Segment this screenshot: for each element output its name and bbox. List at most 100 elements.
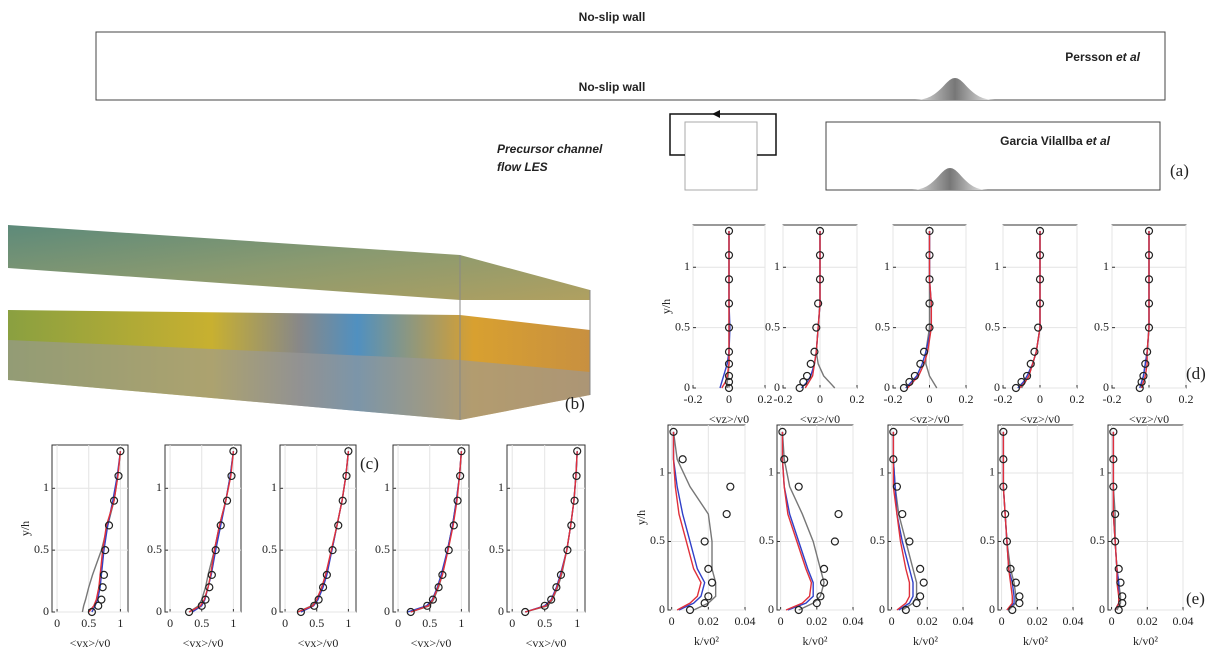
x-tick-label: -0.2 [774,392,793,406]
plot-frame [52,445,128,612]
y-axis-label: y/h [18,521,32,536]
y-tick-label: 0 [884,380,890,394]
y-tick-label: 0.5 [147,542,162,556]
y-tick-label: 0 [879,602,885,616]
x-tick-label: 0.02 [1137,614,1158,628]
y-tick-label: 1 [659,465,665,479]
x-axis-label: <vz>/v0 [709,412,749,426]
y-tick-label: 0.5 [985,319,1000,333]
y-tick-label: 1 [684,259,690,273]
y-tick-label: 0 [156,604,162,618]
y-tick-label: 0.5 [875,319,890,333]
wall-label: No-slip wall [579,10,646,24]
x-tick-label: 0.04 [843,614,864,628]
y-axis-label: y/h [634,510,648,525]
y-tick-label: 0 [43,604,49,618]
y-tick-label: 1 [271,480,277,494]
x-tick-label: 0.2 [1179,392,1194,406]
y-tick-label: 1 [384,480,390,494]
upper-wall-render [8,225,590,300]
x-axis-label: <vx>/v0 [298,636,339,650]
x-axis-label: <vx>/v0 [411,636,452,650]
x-tick-label: 1 [574,616,580,630]
x-tick-label: 1 [345,616,351,630]
x-tick-label: 0.2 [1070,392,1085,406]
x-tick-label: 0.5 [537,616,552,630]
plot-frame [998,425,1073,610]
x-axis-label: <vz>/v0 [800,412,840,426]
x-axis-label: k/v0² [913,634,938,648]
y-tick-label: 0.5 [765,319,780,333]
x-axis-label: k/v0² [803,634,828,648]
x-axis-label: <vz>/v0 [909,412,949,426]
y-tick-label: 0.5 [489,542,504,556]
y-tick-label: 0 [498,604,504,618]
y-tick-label: 1 [156,480,162,494]
x-tick-label: 0 [395,616,401,630]
plot-frame [165,445,241,612]
hill [912,168,988,190]
y-tick-label: 0 [384,604,390,618]
x-tick-label: 1 [117,616,123,630]
y-tick-label: 1 [994,259,1000,273]
panel-label: (a) [1170,161,1189,180]
figure: No-slip wall No-slip wall Persson et al … [0,0,1227,662]
panel-label: (e) [1186,589,1205,608]
x-tick-label: 0.5 [194,616,209,630]
hill [915,78,995,100]
x-tick-label: 0 [167,616,173,630]
x-tick-label: 0 [509,616,515,630]
y-tick-label: 1 [43,480,49,494]
suffix: et al [1116,50,1141,64]
x-tick-label: 0.02 [917,614,938,628]
x-tick-label: 0 [1037,392,1043,406]
panel-label: (c) [360,454,379,473]
y-tick-label: 1 [1099,465,1105,479]
y-tick-label: 1 [498,480,504,494]
y-tick-label: 0.5 [675,319,690,333]
y-tick-label: 1 [768,465,774,479]
x-tick-label: -0.2 [684,392,703,406]
y-tick-label: 1 [1103,259,1109,273]
wall-label: No-slip wall [579,80,646,94]
y-tick-label: 0.5 [980,533,995,547]
x-tick-label: 1 [230,616,236,630]
suffix: et al [1086,134,1111,148]
arrow [712,110,720,118]
x-axis-label: <vx>/v0 [70,636,111,650]
plot-frame [280,445,356,612]
x-tick-label: 0.04 [1173,614,1194,628]
x-tick-label: 1 [458,616,464,630]
recycle-loop [670,114,776,155]
y-tick-label: 0 [768,602,774,616]
persson-label: Persson et al [1065,50,1140,64]
y-tick-label: 0.5 [375,542,390,556]
x-tick-label: 0.5 [422,616,437,630]
y-tick-label: 1 [879,465,885,479]
x-axis-label: k/v0² [694,634,719,648]
x-axis-label: <vz>/v0 [1129,412,1169,426]
y-tick-label: 1 [774,259,780,273]
x-tick-label: 0 [282,616,288,630]
x-tick-label: 0.5 [309,616,324,630]
y-tick-label: 1 [884,259,890,273]
y-tick-label: 0.5 [650,533,665,547]
x-axis-label: <vx>/v0 [526,636,567,650]
y-tick-label: 0 [1099,602,1105,616]
x-tick-label: 0.02 [806,614,827,628]
x-axis-label: <vz>/v0 [1020,412,1060,426]
x-tick-label: -0.2 [1103,392,1122,406]
precursor-box [685,122,757,190]
x-tick-label: 0.5 [81,616,96,630]
y-axis-label: y/h [659,299,673,314]
x-tick-label: 0.2 [959,392,974,406]
page: No-slip wall No-slip wall Persson et al … [0,0,1227,662]
x-tick-label: 0 [54,616,60,630]
y-tick-label: 1 [989,465,995,479]
garcia-label: Garcia Vilallba et al [1000,134,1111,148]
precursor-label: Precursor channel [497,142,603,156]
x-tick-label: 0.04 [1063,614,1084,628]
x-tick-label: 0 [817,392,823,406]
plot-frame [393,445,469,612]
y-tick-label: 0 [659,602,665,616]
